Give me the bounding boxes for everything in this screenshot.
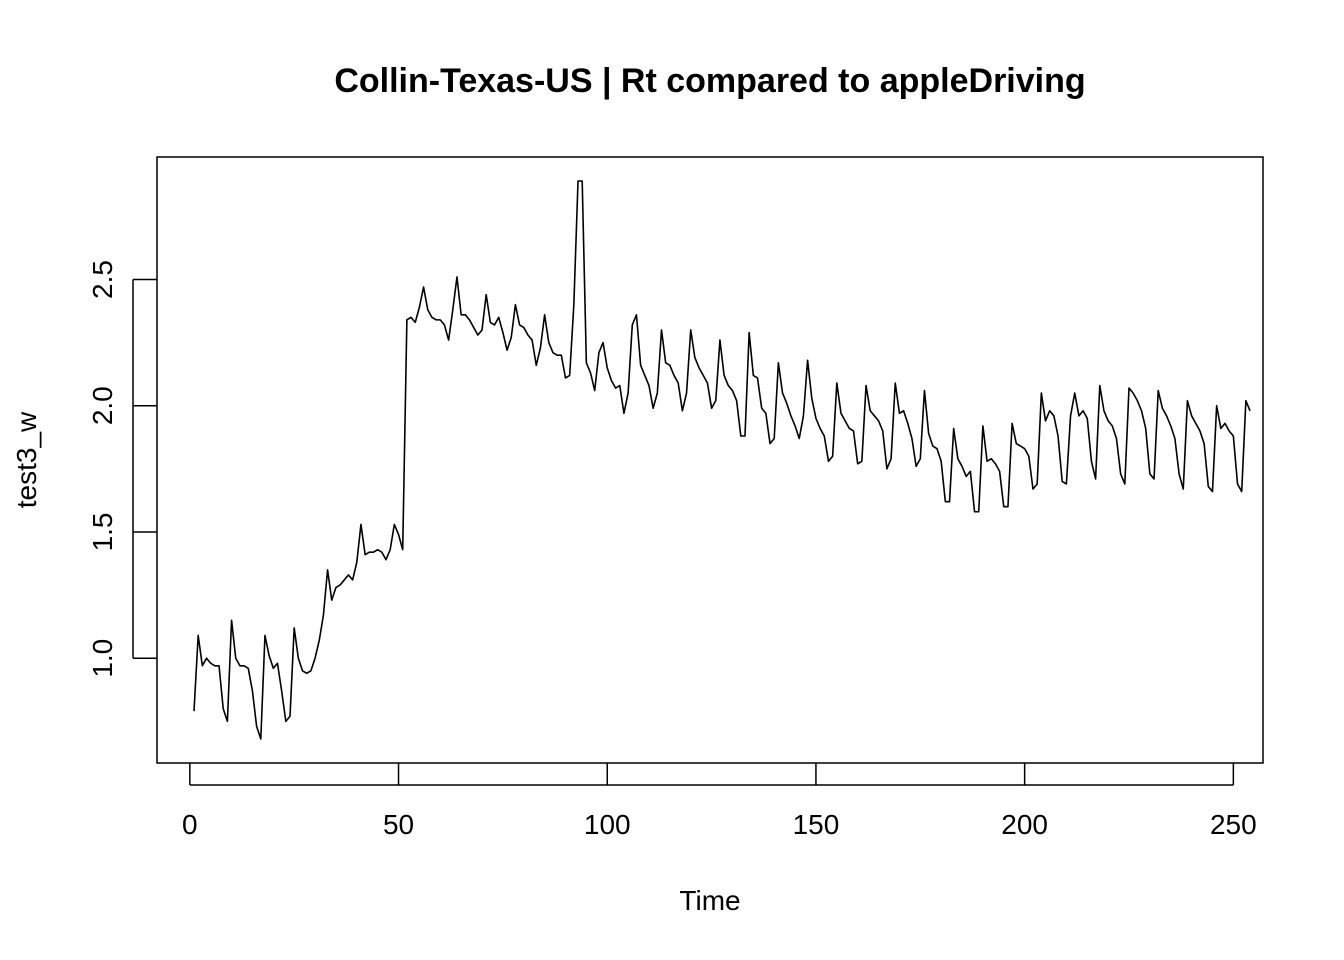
x-tick-label: 0 xyxy=(182,809,198,840)
x-axis: 0 50 100 150 200 250 xyxy=(182,763,1257,840)
y-axis: 1.0 1.5 2.0 2.5 xyxy=(87,260,157,678)
x-tick-label: 50 xyxy=(383,809,414,840)
chart-title: Collin-Texas-US | Rt compared to appleDr… xyxy=(334,62,1085,100)
y-tick-label: 2.5 xyxy=(87,260,118,299)
x-tick-label: 200 xyxy=(1001,809,1048,840)
x-tick-label: 150 xyxy=(793,809,840,840)
x-tick-label: 250 xyxy=(1210,809,1257,840)
plot-frame xyxy=(156,156,1264,764)
y-tick-label: 1.0 xyxy=(87,639,118,678)
y-tick-label: 1.5 xyxy=(87,512,118,551)
y-tick-label: 2.0 xyxy=(87,386,118,425)
y-axis-label: test3_w xyxy=(11,411,42,508)
x-tick-label: 100 xyxy=(584,809,631,840)
x-axis-label: Time xyxy=(679,885,740,916)
series-line xyxy=(193,180,1251,740)
